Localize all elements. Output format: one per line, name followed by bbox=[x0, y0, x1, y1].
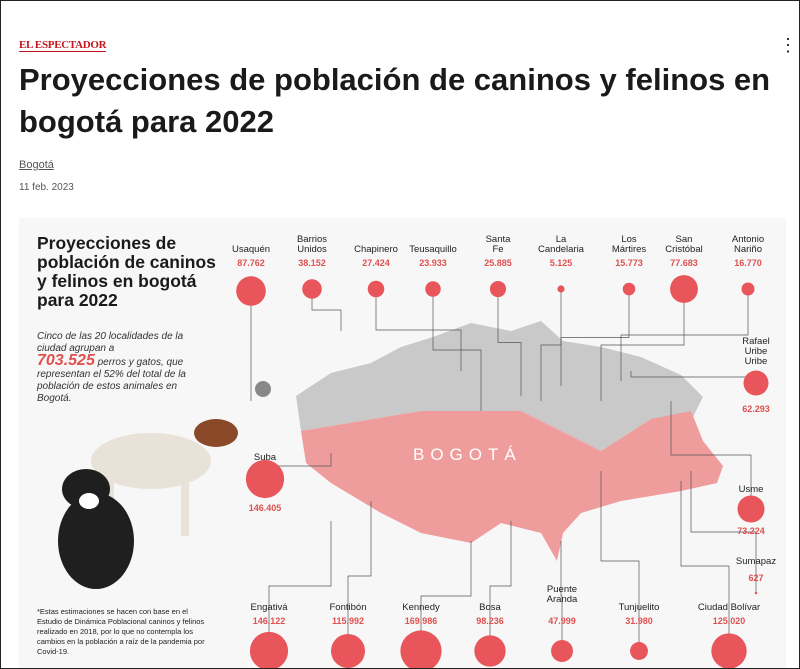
bubble bbox=[737, 495, 764, 522]
leader-line bbox=[348, 501, 371, 651]
locality-name: Sumapaz bbox=[736, 557, 776, 567]
bubble bbox=[331, 634, 365, 668]
bubble bbox=[711, 633, 746, 668]
bubble bbox=[474, 635, 505, 666]
bubble bbox=[490, 281, 506, 297]
locality-name: Engativá bbox=[251, 603, 288, 613]
locality-value: 62.293 bbox=[742, 404, 770, 414]
locality-value: 77.683 bbox=[670, 258, 698, 268]
map-label: BOGOTÁ bbox=[413, 445, 522, 465]
bubble bbox=[670, 275, 698, 303]
locality-name: Usme bbox=[739, 485, 764, 495]
locality-name: Barrios Unidos bbox=[297, 235, 327, 255]
locality-name: Fontibón bbox=[330, 603, 367, 613]
locality-value: 31.980 bbox=[625, 616, 653, 626]
bubble bbox=[250, 632, 288, 669]
locality-value: 73.224 bbox=[737, 526, 765, 536]
footnote: *Estas estimaciones se hacen con base en… bbox=[37, 607, 212, 657]
locality-name: Kennedy bbox=[402, 603, 440, 613]
locality-value: 15.773 bbox=[615, 258, 643, 268]
infographic-title: Proyecciones de población de caninos y f… bbox=[37, 234, 217, 310]
locality-value: 115.992 bbox=[332, 616, 364, 626]
bubble bbox=[742, 283, 755, 296]
locality-value: 16.770 bbox=[734, 258, 762, 268]
locality-name: Rafael Uribe Uribe bbox=[735, 337, 778, 367]
bubble bbox=[623, 283, 636, 296]
locality-name: Usaquén bbox=[232, 245, 270, 255]
locality-value: 169.986 bbox=[405, 616, 438, 626]
bubble bbox=[755, 592, 758, 595]
locality-value: 38.152 bbox=[298, 258, 326, 268]
locality-value: 5.125 bbox=[550, 258, 573, 268]
locality-name: Suba bbox=[254, 453, 276, 463]
bubble bbox=[744, 371, 769, 396]
locality-name: Los Mártires bbox=[612, 235, 646, 255]
locality-name: Santa Fe bbox=[486, 235, 511, 255]
compass bbox=[255, 381, 271, 397]
intro: Cinco de las 20 localidades de la ciudad… bbox=[37, 331, 183, 354]
bubble bbox=[236, 276, 266, 306]
highlight-number: 703.525 bbox=[37, 352, 95, 369]
locality-name: Antonio Nariño bbox=[732, 235, 764, 255]
locality-value: 87.762 bbox=[237, 258, 265, 268]
bubble bbox=[400, 630, 441, 669]
locality-name: San Cristóbal bbox=[665, 235, 703, 255]
bubble bbox=[551, 640, 573, 662]
locality-name: Tunjuelito bbox=[619, 603, 660, 613]
bubble bbox=[557, 285, 564, 292]
locality-name: Bosa bbox=[479, 603, 501, 613]
locality-name: La Candelaria bbox=[538, 235, 584, 255]
bubble bbox=[368, 281, 385, 298]
page: EL ESPECTADOR ⋮ Proyecciones de població… bbox=[0, 0, 800, 669]
locality-value: 25.885 bbox=[484, 258, 512, 268]
locality-name: Teusaquillo bbox=[409, 245, 457, 255]
bubble bbox=[302, 279, 322, 299]
locality-value: 627 bbox=[748, 573, 763, 583]
locality-value: 27.424 bbox=[362, 258, 390, 268]
intro-text: Cinco de las 20 localidades de la ciudad… bbox=[37, 331, 187, 405]
locality-value: 146.122 bbox=[253, 616, 286, 626]
animals bbox=[58, 419, 238, 589]
locality-name: Chapinero bbox=[354, 245, 398, 255]
leader-line bbox=[490, 521, 511, 651]
locality-value: 23.933 bbox=[419, 258, 447, 268]
bubble bbox=[425, 281, 440, 296]
locality-name: Ciudad Bolívar bbox=[698, 603, 760, 613]
locality-value: 125.020 bbox=[713, 616, 746, 626]
leader-line bbox=[269, 521, 331, 651]
bubble bbox=[630, 642, 648, 660]
locality-value: 47.999 bbox=[548, 616, 576, 626]
map-south bbox=[301, 411, 723, 561]
bubble bbox=[246, 460, 284, 498]
locality-value: 146.405 bbox=[249, 503, 282, 513]
locality-value: 98.236 bbox=[476, 616, 504, 626]
locality-name: Puente Aranda bbox=[547, 585, 578, 605]
